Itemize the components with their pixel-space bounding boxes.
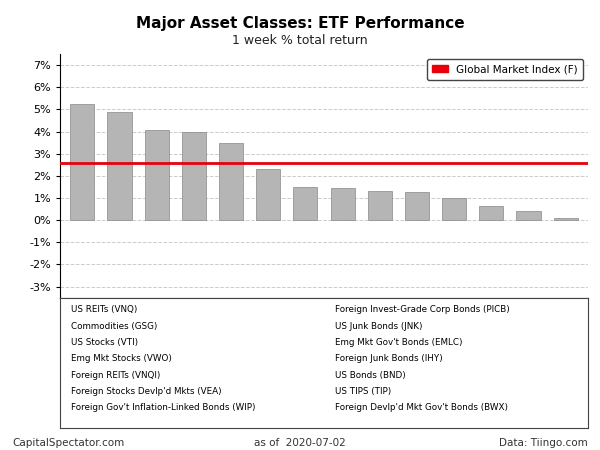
Text: US Stocks (VTI): US Stocks (VTI) — [71, 338, 137, 347]
Bar — [442, 198, 466, 220]
Bar — [219, 143, 243, 220]
Bar — [256, 169, 280, 220]
Bar — [182, 132, 206, 220]
Text: 1 week % total return: 1 week % total return — [232, 34, 368, 47]
Text: CapitalSpectator.com: CapitalSpectator.com — [12, 438, 124, 448]
Text: Foreign Devlp'd Mkt Gov't Bonds (BWX): Foreign Devlp'd Mkt Gov't Bonds (BWX) — [335, 403, 508, 412]
Text: US Bonds (BND): US Bonds (BND) — [335, 371, 406, 380]
Text: Foreign Junk Bonds (IHY): Foreign Junk Bonds (IHY) — [335, 355, 442, 364]
Text: US REITs (VNQ): US REITs (VNQ) — [71, 306, 137, 315]
Text: US Junk Bonds (JNK): US Junk Bonds (JNK) — [335, 322, 422, 331]
Text: Data: Tiingo.com: Data: Tiingo.com — [499, 438, 588, 448]
Text: Foreign Invest-Grade Corp Bonds (PICB): Foreign Invest-Grade Corp Bonds (PICB) — [335, 306, 509, 315]
Bar — [293, 187, 317, 220]
Legend: Global Market Index (F): Global Market Index (F) — [427, 59, 583, 80]
Text: Major Asset Classes: ETF Performance: Major Asset Classes: ETF Performance — [136, 16, 464, 31]
Bar — [368, 191, 392, 220]
Bar — [145, 130, 169, 220]
Text: Commodities (GSG): Commodities (GSG) — [71, 322, 157, 331]
Text: Foreign REITs (VNQI): Foreign REITs (VNQI) — [71, 371, 160, 380]
Text: US TIPS (TIP): US TIPS (TIP) — [335, 387, 391, 396]
Text: Emg Mkt Stocks (VWO): Emg Mkt Stocks (VWO) — [71, 355, 172, 364]
Text: as of  2020-07-02: as of 2020-07-02 — [254, 438, 346, 448]
Text: Emg Mkt Gov't Bonds (EMLC): Emg Mkt Gov't Bonds (EMLC) — [335, 338, 462, 347]
Bar — [554, 218, 578, 220]
Bar — [331, 188, 355, 220]
Bar — [479, 206, 503, 220]
Bar — [517, 211, 541, 220]
Text: Foreign Stocks Devlp'd Mkts (VEA): Foreign Stocks Devlp'd Mkts (VEA) — [71, 387, 221, 396]
Bar — [70, 104, 94, 220]
Text: Foreign Gov't Inflation-Linked Bonds (WIP): Foreign Gov't Inflation-Linked Bonds (WI… — [71, 403, 255, 412]
Bar — [107, 112, 131, 220]
Bar — [405, 192, 429, 220]
